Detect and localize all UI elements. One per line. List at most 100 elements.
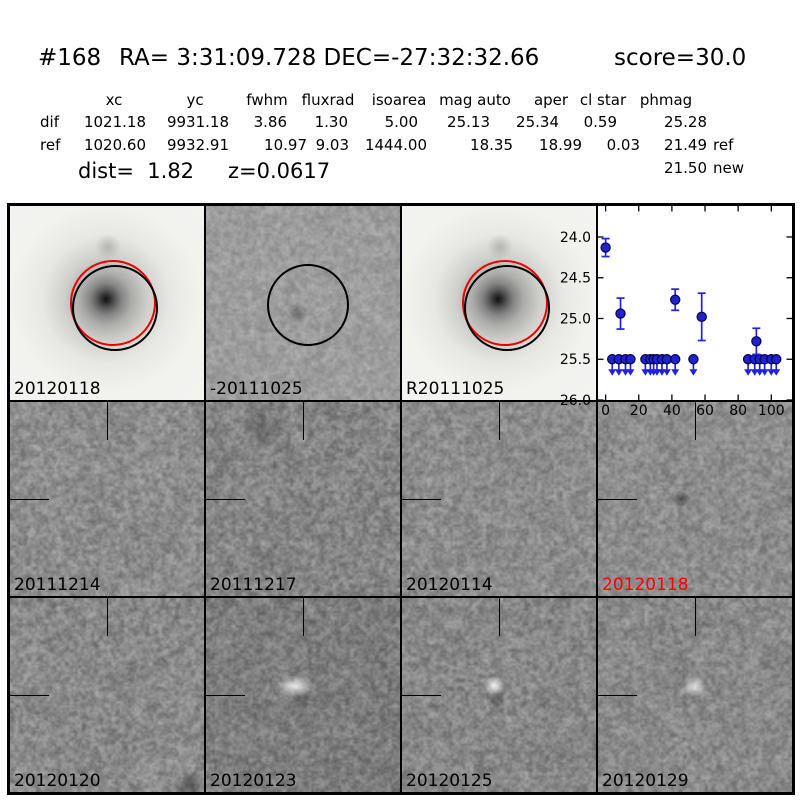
cutout-diff-20111217: 20111217: [205, 401, 401, 597]
x-tick-label: 20: [630, 403, 648, 419]
dist-value: dist= 1.82: [78, 159, 195, 183]
limit-down-arrow: [614, 369, 623, 376]
limit-down-arrow: [772, 369, 781, 376]
dif-yc: 9931.18: [166, 113, 229, 131]
black-aperture-circle: [71, 265, 158, 351]
cutout-date-label: 20120118: [14, 379, 101, 399]
crosshair-top-tick: [498, 598, 501, 636]
dif-isoarea: 5.00: [384, 113, 418, 131]
y-tick-label: 26.0: [560, 393, 591, 409]
col-isoarea: isoarea: [371, 91, 427, 109]
crosshair-left-tick: [402, 694, 441, 697]
lightcurve-point: [696, 311, 707, 323]
cutout-diff-20120123: 20120123: [205, 597, 401, 793]
new-phmag-suffix: new: [713, 159, 745, 177]
black-aperture-circle: [267, 264, 349, 346]
ref-isoarea: 1444.00: [364, 136, 427, 154]
upper-limit-marker: [625, 354, 636, 365]
x-tick-label: 100: [758, 403, 785, 419]
cutout-diff-20111214: 20111214: [9, 401, 205, 597]
cutout-new-20120118: 20120118: [9, 205, 205, 401]
cutout-diff-20120120: 20120120: [9, 597, 205, 793]
new-phmag: 21.50: [664, 159, 707, 177]
cutout-diff-20120118: 20120118: [597, 401, 793, 597]
cutout-diff-20120125: 20120125: [401, 597, 597, 793]
upper-limit-marker: [771, 354, 782, 365]
cutout-date-label: 20120114: [406, 575, 493, 595]
ref-fwhm: 10.97: [264, 136, 307, 154]
crosshair-top-tick: [106, 598, 109, 636]
black-aperture-circle: [463, 265, 550, 351]
upper-limit-marker: [670, 354, 681, 365]
crosshair-top-tick: [302, 598, 305, 636]
cutout-date-label: 20120118: [602, 575, 689, 595]
cutout-date-label: 20120125: [406, 771, 493, 791]
y-tick-label: 25.5: [560, 352, 591, 368]
limit-down-arrow: [760, 369, 769, 376]
ref-phmag-suffix: ref: [713, 136, 734, 154]
col-cl-star: cl star: [579, 91, 627, 109]
candidate-coordinates: RA= 3:31:09.728 DEC=-27:32:32.66: [119, 45, 540, 71]
ref-aper: 18.99: [539, 136, 582, 154]
crosshair-top-tick: [498, 402, 501, 440]
crosshair-left-tick: [206, 694, 245, 697]
dif-xc: 1021.18: [83, 113, 146, 131]
col-phmag: phmag: [639, 91, 693, 109]
crosshair-left-tick: [598, 694, 637, 697]
lightcurve-point: [670, 294, 681, 305]
cutout-date-label: R20111025: [406, 379, 505, 399]
crosshair-top-tick: [302, 402, 305, 440]
col-fluxrad: fluxrad: [301, 91, 355, 109]
y-tick-label: 24.5: [560, 271, 591, 287]
candidate-score: score=30.0: [614, 45, 747, 71]
crosshair-top-tick: [694, 402, 697, 440]
cutout-grid: 20120118 -20111025 R20111025 0 20 40 60 80 10…: [7, 203, 795, 795]
dif-aper: 25.34: [516, 113, 559, 131]
x-tick-label: 80: [729, 403, 747, 419]
cutout-date-label: 20120123: [210, 771, 297, 791]
lightcurve-point: [600, 242, 611, 253]
dif-fluxrad: 1.30: [314, 113, 348, 131]
y-tick-label: 24.0: [560, 230, 591, 246]
lightcurve-panel: 0 20 40 60 80 100 24.0 24.5 25.0 25.5 26.0: [560, 205, 793, 419]
crosshair-left-tick: [10, 498, 49, 501]
limit-down-arrow: [608, 369, 617, 376]
cutout-negative-ref-20111025: -20111025: [205, 205, 401, 401]
y-tick-label: 25.0: [560, 311, 591, 327]
x-tick-label: 60: [696, 403, 714, 419]
limit-down-arrow: [662, 369, 671, 376]
lightcurve-plot: 0 20 40 60 80 100 24.0 24.5 25.0 25.5 26.0: [560, 206, 792, 419]
row-label: dif: [40, 113, 59, 131]
col-aper: aper: [533, 91, 569, 109]
x-tick-label: 0: [601, 403, 610, 419]
col-yc: yc: [186, 91, 204, 109]
cutout-date-label: 20120120: [14, 771, 101, 791]
crosshair-left-tick: [206, 498, 245, 501]
ref-xc: 1020.60: [83, 136, 146, 154]
dif-cl-star: 0.59: [583, 113, 617, 131]
lightcurve-point: [751, 336, 762, 347]
cutout-date-label: 20120129: [602, 771, 689, 791]
dif-mag-auto: 25.13: [447, 113, 490, 131]
cutout-ref-20111025: R20111025: [401, 205, 597, 401]
limit-down-arrow: [671, 369, 680, 376]
cutout-date-label: 20111217: [210, 575, 297, 595]
cutout-diff-20120114: 20120114: [401, 401, 597, 597]
dif-fwhm: 3.86: [253, 113, 287, 131]
x-tick-label: 40: [663, 403, 681, 419]
crosshair-top-tick: [106, 402, 109, 440]
dif-phmag: 25.28: [664, 113, 707, 131]
limit-down-arrow: [744, 369, 753, 376]
cutout-date-label: -20111025: [210, 379, 303, 399]
crosshair-left-tick: [402, 498, 441, 501]
ref-mag-auto: 18.35: [470, 136, 513, 154]
ref-yc: 9932.91: [166, 136, 229, 154]
ref-fluxrad: 9.03: [315, 136, 349, 154]
ref-cl-star: 0.03: [606, 136, 640, 154]
cutout-date-label: 20111214: [14, 575, 101, 595]
col-xc: xc: [105, 91, 123, 109]
col-mag-auto: mag auto: [439, 91, 511, 109]
crosshair-top-tick: [694, 598, 697, 636]
cutout-diff-20120129: 20120129: [597, 597, 793, 793]
